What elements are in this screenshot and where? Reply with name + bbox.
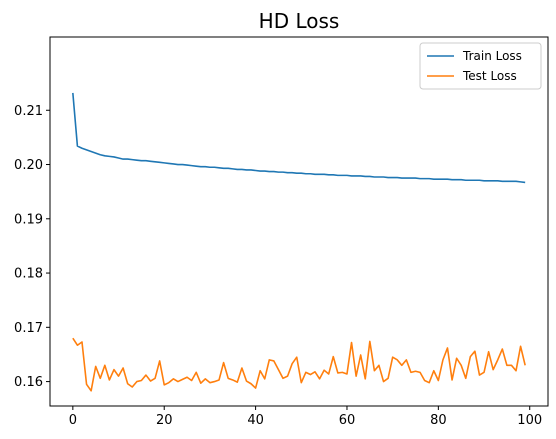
axes-layer: 0 20 40 60 80 100 0.16 0.17 0.18 0.19 0.20 0.21 (14, 36, 549, 428)
y-tick-label: 0.21 (14, 104, 43, 119)
y-tick-label: 0.20 (14, 158, 43, 173)
chart-title: HD Loss (259, 9, 340, 33)
x-tick-label: 80 (430, 413, 447, 428)
x-tick-label: 20 (156, 413, 173, 428)
legend-label-test-loss: Test Loss (462, 69, 517, 83)
plot-frame (49, 36, 549, 407)
series-layer (72, 92, 526, 392)
y-tick-label: 0.18 (14, 267, 43, 282)
legend: Train Loss Test Loss (419, 42, 542, 90)
legend-box (419, 42, 542, 90)
series-line-test-loss (72, 337, 526, 392)
y-tick-label: 0.19 (14, 212, 43, 227)
y-tick-label: 0.16 (14, 375, 43, 390)
x-tick-label: 60 (339, 413, 356, 428)
x-tick-label: 40 (247, 413, 264, 428)
x-tick-label: 100 (517, 413, 542, 428)
legend-label-train-loss: Train Loss (462, 49, 522, 63)
x-tick-label: 0 (69, 413, 77, 428)
y-tick-label: 0.17 (14, 321, 43, 336)
series-line-train-loss (72, 92, 526, 184)
